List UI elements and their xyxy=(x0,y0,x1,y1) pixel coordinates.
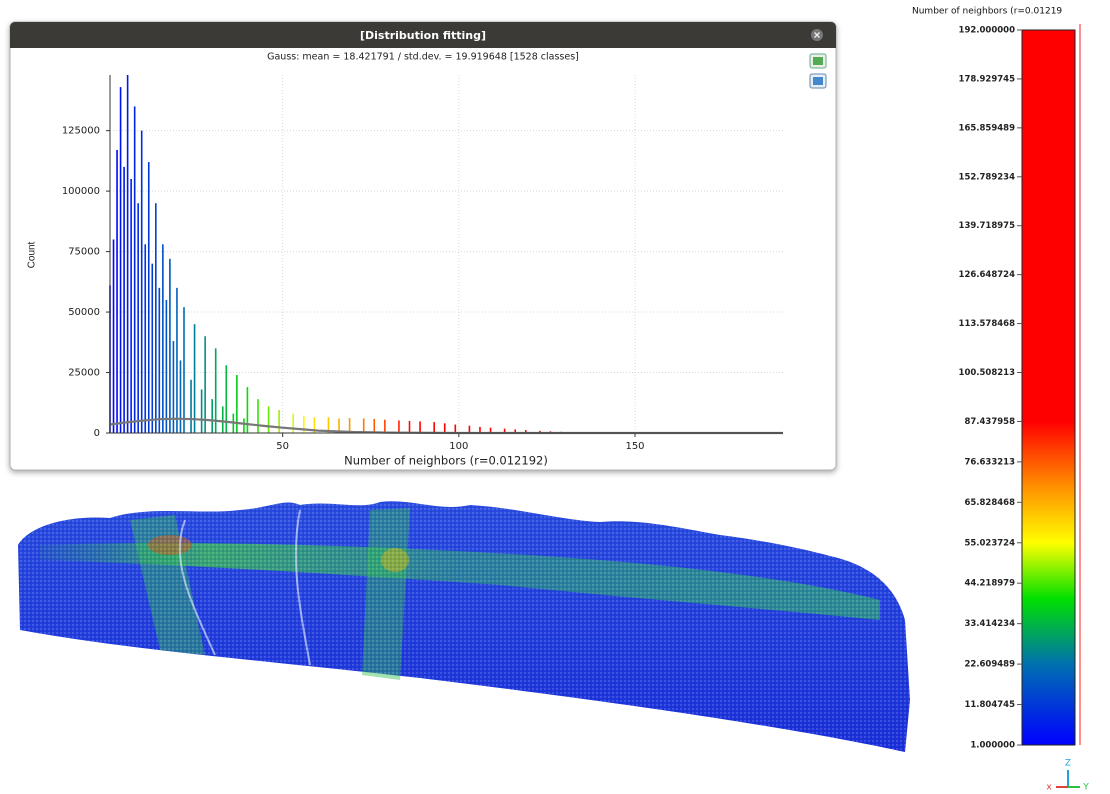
bar xyxy=(278,410,280,433)
bar xyxy=(257,399,259,433)
bar xyxy=(144,244,146,433)
color-scale-tick-label: 100.508213 xyxy=(959,368,1016,378)
bar xyxy=(148,162,150,433)
bar xyxy=(176,288,178,433)
bar xyxy=(455,425,457,433)
triad-z-label: Z xyxy=(1065,759,1071,769)
page: { "window": {"title": "[Distribution fit… xyxy=(0,0,1110,794)
bar xyxy=(123,167,125,433)
color-scale-tick-label: 76.633213 xyxy=(964,457,1015,467)
color-scale-tick-label: 152.789234 xyxy=(959,172,1016,182)
color-scale-tick-label: 192.000000 xyxy=(959,26,1016,36)
color-scale-tick-label: 65.828468 xyxy=(964,498,1015,508)
bar xyxy=(373,419,375,433)
bar xyxy=(211,399,213,433)
bar xyxy=(363,418,365,433)
y-tick-label: 75000 xyxy=(68,247,100,258)
y-axis-label: Count xyxy=(27,241,38,268)
chart-subtitle: Gauss: mean = 18.421791 / std.dev. = 19.… xyxy=(267,52,579,63)
color-scale-title: Number of neighbors (r=0.01219 xyxy=(912,7,1062,17)
y-tick-label: 0 xyxy=(94,428,100,439)
bar xyxy=(166,300,168,433)
export-image-icon xyxy=(813,77,823,85)
bar xyxy=(444,423,446,433)
bar xyxy=(268,406,270,433)
bar xyxy=(204,336,206,433)
triad-x-label: x xyxy=(1046,783,1052,793)
bar xyxy=(151,264,153,433)
axis-triad: Z x Y xyxy=(1046,759,1089,793)
bar xyxy=(155,203,157,433)
bar xyxy=(130,179,132,433)
bar xyxy=(134,106,136,433)
color-scale-tick-label: 22.609489 xyxy=(964,660,1015,670)
bar xyxy=(120,87,122,433)
screen: [Distribution fitting] Gauss: mean = 18.… xyxy=(0,0,1110,794)
bar xyxy=(292,414,294,433)
bar xyxy=(116,150,118,433)
bar xyxy=(137,203,139,433)
bar xyxy=(433,422,435,433)
window-title: [Distribution fitting] xyxy=(360,29,486,42)
bar xyxy=(180,360,182,433)
triad-y-label: Y xyxy=(1082,783,1089,793)
color-scale-tick-label: 113.578468 xyxy=(959,319,1016,329)
bar xyxy=(113,239,115,433)
color-scale-tick-label: 178.929745 xyxy=(959,74,1016,84)
bar xyxy=(243,418,245,433)
x-tick-label: 150 xyxy=(625,441,644,452)
bar xyxy=(222,406,224,433)
bar xyxy=(162,244,164,433)
y-tick-label: 100000 xyxy=(62,186,100,197)
color-scale-tick-label: 55.023724 xyxy=(964,538,1015,548)
x-axis-label: Number of neighbors (r=0.012192) xyxy=(344,454,548,468)
color-scale-tick-label: 44.218979 xyxy=(964,579,1015,589)
x-tick-label: 100 xyxy=(449,441,468,452)
color-scale-tick-label: 126.648724 xyxy=(959,270,1016,280)
bar xyxy=(398,420,400,433)
export-icon xyxy=(813,57,823,65)
bar xyxy=(194,324,196,433)
bar xyxy=(201,389,203,433)
y-tick-label: 50000 xyxy=(68,307,100,318)
bar xyxy=(183,307,185,433)
y-tick-label: 25000 xyxy=(68,368,100,379)
point-cloud xyxy=(18,501,910,752)
bar xyxy=(141,131,143,433)
color-scale-bar xyxy=(1022,30,1075,745)
bar xyxy=(159,288,161,433)
color-scale-tick-label: 139.718975 xyxy=(959,221,1016,231)
bar xyxy=(190,380,192,433)
bar xyxy=(247,387,249,433)
bar xyxy=(169,259,171,433)
color-scale: Number of neighbors (r=0.01219 192.000000… xyxy=(912,7,1080,751)
x-tick-label: 50 xyxy=(276,441,289,452)
color-scale-tick-label: 11.804745 xyxy=(964,700,1015,710)
color-scale-tick-label: 87.437958 xyxy=(964,417,1015,427)
color-scale-tick-label: 1.000000 xyxy=(970,741,1015,751)
bar xyxy=(384,420,386,433)
y-tick-label: 125000 xyxy=(62,126,100,137)
color-scale-tick-label: 33.414234 xyxy=(964,619,1015,629)
bar xyxy=(409,421,411,433)
bar xyxy=(127,75,129,433)
color-scale-tick-label: 165.859489 xyxy=(959,123,1016,133)
bar xyxy=(236,375,238,433)
bar xyxy=(419,421,421,433)
